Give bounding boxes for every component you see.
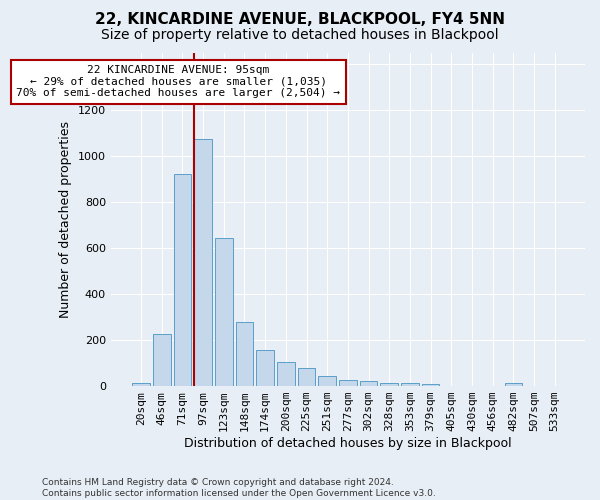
Text: Contains HM Land Registry data © Crown copyright and database right 2024.
Contai: Contains HM Land Registry data © Crown c…	[42, 478, 436, 498]
Text: 22 KINCARDINE AVENUE: 95sqm
← 29% of detached houses are smaller (1,035)
70% of : 22 KINCARDINE AVENUE: 95sqm ← 29% of det…	[16, 65, 340, 98]
Bar	[277, 362, 295, 386]
Bar	[422, 384, 439, 386]
Bar	[298, 368, 316, 386]
X-axis label: Distribution of detached houses by size in Blackpool: Distribution of detached houses by size …	[184, 437, 512, 450]
Bar	[319, 376, 336, 386]
Y-axis label: Number of detached properties: Number of detached properties	[59, 121, 72, 318]
Bar	[505, 382, 522, 386]
Bar	[256, 350, 274, 386]
Bar	[360, 382, 377, 386]
Text: Size of property relative to detached houses in Blackpool: Size of property relative to detached ho…	[101, 28, 499, 42]
Bar	[153, 334, 170, 386]
Text: 22, KINCARDINE AVENUE, BLACKPOOL, FY4 5NN: 22, KINCARDINE AVENUE, BLACKPOOL, FY4 5N…	[95, 12, 505, 28]
Bar	[215, 238, 233, 386]
Bar	[173, 174, 191, 386]
Bar	[401, 382, 419, 386]
Bar	[194, 139, 212, 386]
Bar	[133, 382, 150, 386]
Bar	[236, 322, 253, 386]
Bar	[339, 380, 356, 386]
Bar	[380, 382, 398, 386]
